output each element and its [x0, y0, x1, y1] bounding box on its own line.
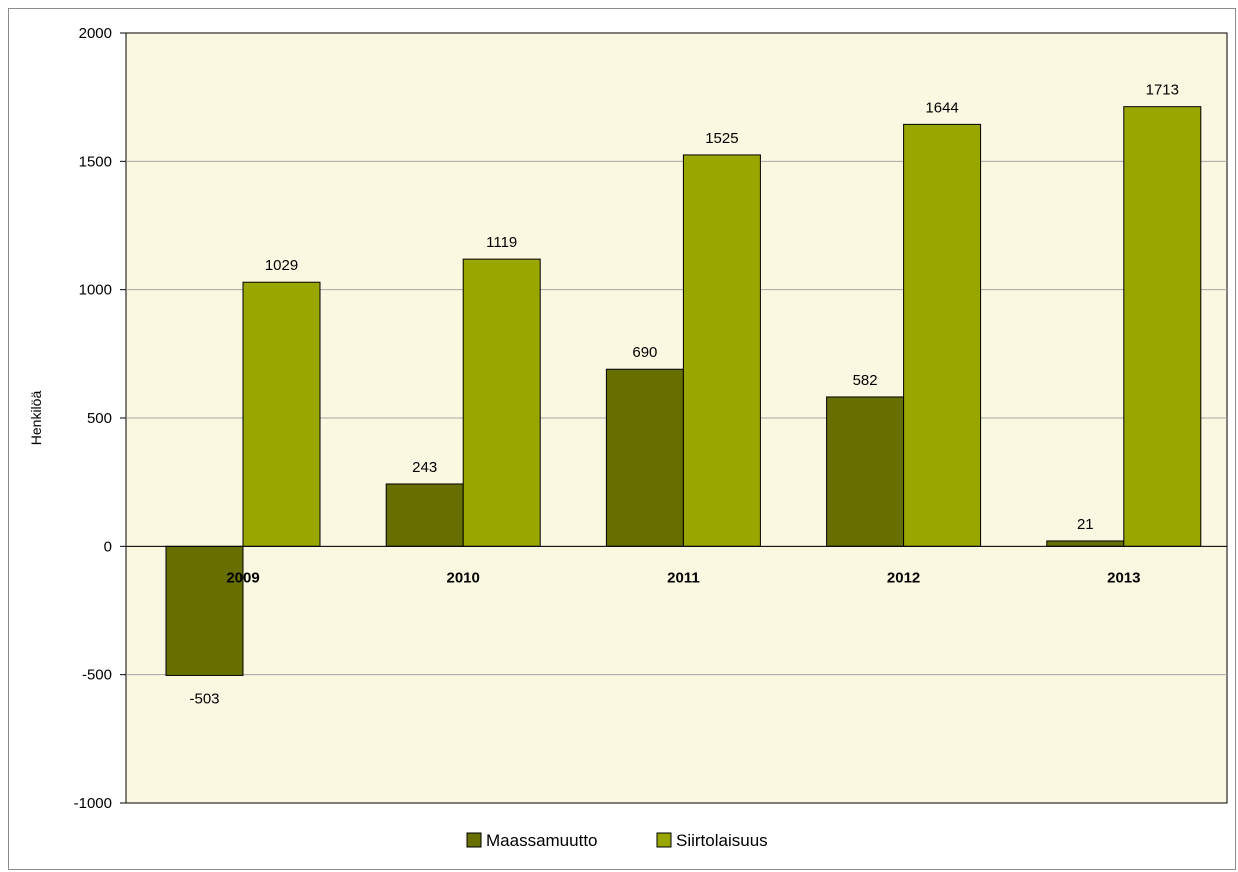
bar-siirtolaisuus-2011 [682, 154, 761, 547]
bar-siirtolaisuus-2013 [1123, 106, 1202, 547]
bar-maassamuutto-2013 [1046, 540, 1125, 547]
chart-frame: 2000 1500 1000 500 0 -500 -1000 -503 1029 2009 243… [8, 8, 1236, 870]
bar-maassamuutto-2011 [605, 368, 684, 547]
bar-siirtolaisuus-2009 [242, 281, 321, 547]
legend: Maassamuutto Siirtolaisuus [466, 831, 768, 850]
y-axis-title: Henkilöä [28, 391, 44, 446]
category-label: 2009 [226, 569, 259, 586]
y-tick-label: 500 [87, 410, 112, 427]
data-label: 1644 [925, 99, 958, 116]
labels: 2000 1500 1000 500 0 -500 -1000 -503 1029 2009 243… [74, 25, 1179, 812]
data-label: 582 [853, 372, 878, 389]
bar-siirtolaisuus-2010 [462, 258, 541, 547]
bars [165, 106, 1202, 676]
data-label: 1119 [486, 234, 517, 251]
bar-chart: 2000 1500 1000 500 0 -500 -1000 -503 1029 2009 243… [28, 25, 1228, 850]
data-label: 1713 [1146, 82, 1179, 99]
bar-siirtolaisuus-2012 [903, 123, 982, 547]
axes [120, 32, 1227, 804]
bar-maassamuutto-2009 [165, 545, 244, 676]
data-label: 243 [412, 459, 437, 476]
y-tick-label: 1000 [79, 282, 112, 299]
legend-swatch-maassamuutto [466, 832, 482, 848]
bar-maassamuutto-2010 [385, 483, 464, 547]
category-label: 2012 [887, 569, 920, 586]
category-label: 2010 [447, 569, 480, 586]
bar-maassamuutto-2012 [826, 396, 905, 547]
legend-label: Maassamuutto [486, 831, 598, 850]
y-tick-label: 1500 [79, 153, 112, 170]
y-tick-label: 2000 [79, 25, 112, 42]
data-label: -503 [189, 690, 219, 707]
y-tick-label: -1000 [74, 795, 112, 812]
category-label: 2011 [667, 569, 700, 586]
legend-swatch-siirtolaisuus [656, 832, 672, 848]
data-label: 21 [1077, 516, 1094, 533]
data-label: 690 [632, 344, 657, 361]
data-label: 1029 [265, 257, 298, 274]
y-tick-label: 0 [104, 538, 112, 555]
category-label: 2013 [1107, 569, 1140, 586]
y-tick-label: -500 [82, 667, 112, 684]
legend-label: Siirtolaisuus [676, 831, 768, 850]
data-label: 1525 [705, 130, 738, 147]
